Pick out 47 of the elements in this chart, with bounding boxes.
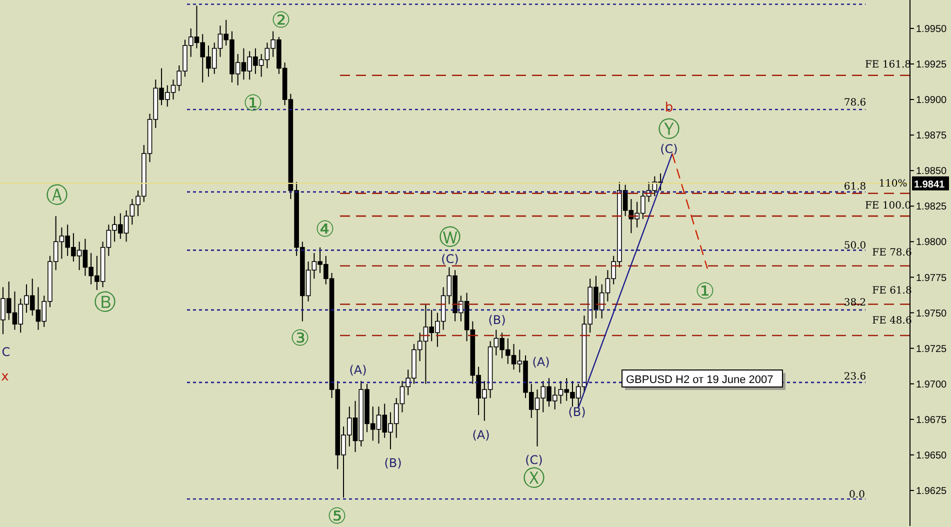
annotation: 0.0 [849, 490, 865, 500]
annotation: (A) [532, 355, 550, 370]
annotation: (A) [472, 428, 490, 442]
y-tick-label: 1.9875 [916, 130, 948, 142]
annotation: ① [243, 92, 263, 117]
annotation: 38.2 [844, 298, 866, 308]
annotation: ⑤ [327, 504, 347, 527]
annotation: (B) [568, 405, 586, 420]
annotation: 110% [878, 178, 908, 190]
y-tick-label: 1.9825 [916, 202, 948, 213]
annotation: GBPUSD H2 от 19 June 2007 [626, 374, 774, 386]
annotation: ① [695, 280, 715, 305]
annotation: ② [271, 8, 291, 34]
y-tick-label: 1.9700 [916, 379, 948, 390]
annotation: 61.8 [844, 182, 866, 192]
annotation: b [664, 100, 674, 116]
y-tick-label: 1.9850 [916, 166, 948, 178]
annotation: Ⓧ [523, 466, 545, 492]
y-tick-label: 1.9725 [916, 344, 948, 355]
annotation: C [2, 345, 10, 360]
annotation: (C) [660, 142, 678, 156]
annotation: (C) [441, 252, 459, 266]
annotation: ③ [290, 326, 310, 352]
y-tick-label: 1.9675 [916, 414, 948, 426]
annotation: 50.0 [844, 240, 866, 252]
y-tick-label: 1.9650 [916, 450, 948, 462]
y-tick-label: 1.9775 [916, 272, 948, 284]
annotation: ④ [315, 218, 335, 243]
annotation: (C) [525, 453, 543, 468]
annotation: (B) [384, 456, 402, 470]
annotation: (A) [349, 363, 367, 378]
y-tick-label: 1.9800 [916, 237, 948, 248]
annotation: Ⓦ [439, 226, 461, 251]
y-tick-label: 1.9900 [916, 95, 948, 106]
y-tick-label: 1.9950 [916, 24, 948, 35]
annotation: 78.6 [844, 98, 866, 108]
annotation: x [1, 370, 10, 385]
annotation: Ⓐ [46, 184, 68, 209]
annotation: Ⓑ [94, 290, 116, 316]
ref-line-label: 1.9841 [914, 179, 946, 190]
caption-box: GBPUSD H2 от 19 June 2007 [622, 370, 786, 390]
y-tick-label: 1.9625 [916, 486, 948, 498]
y-tick-label: 1.9750 [916, 308, 948, 320]
annotation: (B) [488, 313, 506, 328]
annotation: Ⓨ [658, 118, 680, 143]
annotation: 23.6 [844, 372, 866, 382]
y-tick-label: 1.9925 [916, 60, 948, 71]
